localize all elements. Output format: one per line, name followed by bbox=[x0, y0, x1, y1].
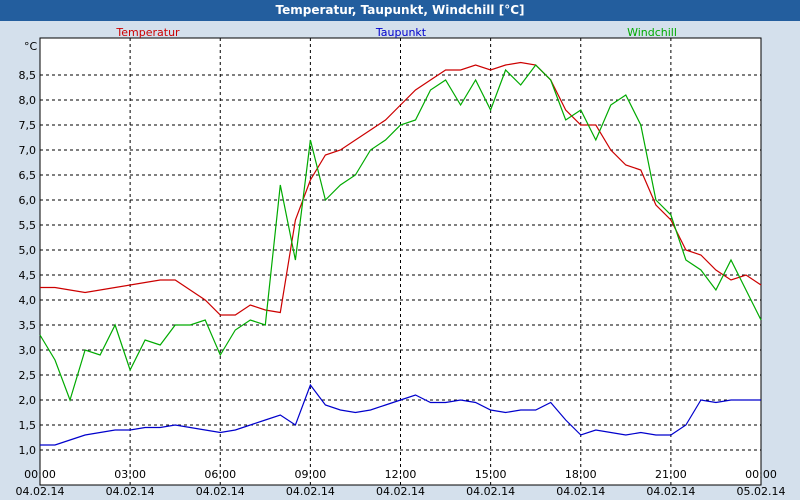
grid bbox=[40, 38, 761, 485]
legend-entry-windchill: Windchill bbox=[627, 26, 677, 39]
y-tick-label: 7,0 bbox=[19, 144, 37, 157]
x-tick-time: 09:00 bbox=[295, 468, 327, 481]
x-tick-time: 15:00 bbox=[475, 468, 507, 481]
y-axis-unit: °C bbox=[24, 40, 38, 53]
chart-title: Temperatur, Taupunkt, Windchill [°C] bbox=[0, 0, 800, 21]
legend-entry-temperatur: Temperatur bbox=[115, 26, 180, 39]
x-tick-time: 00:00 bbox=[24, 468, 56, 481]
y-tick-label: 1,5 bbox=[19, 419, 37, 432]
y-tick-label: 3,5 bbox=[19, 319, 37, 332]
y-tick-label: 7,5 bbox=[19, 119, 37, 132]
x-tick-time: 12:00 bbox=[385, 468, 417, 481]
y-axis: 1,0 1,5 2,0 2,5 3,0 3,5 4,0 4,5 5,0 5,5 6,0 6,5 7,0 7… bbox=[19, 69, 37, 457]
y-tick-label: 6,5 bbox=[19, 169, 37, 182]
series-line-windchill bbox=[39, 64, 762, 402]
x-tick-time: 03:00 bbox=[114, 468, 146, 481]
y-tick-label: 8,0 bbox=[19, 94, 37, 107]
x-tick-date: 04.02.14 bbox=[376, 485, 425, 498]
x-tick-date: 05.02.14 bbox=[737, 485, 786, 498]
y-tick-label: 8,5 bbox=[19, 69, 37, 82]
y-tick-label: 4,0 bbox=[19, 294, 37, 307]
y-tick-label: 4,5 bbox=[19, 269, 37, 282]
y-tick-label: 2,5 bbox=[19, 369, 37, 382]
x-tick-time: 00:00 bbox=[745, 468, 777, 481]
y-tick-label: 5,5 bbox=[19, 219, 37, 232]
y-tick-label: 1,0 bbox=[19, 444, 37, 457]
x-tick-time: 06:00 bbox=[204, 468, 236, 481]
y-tick-label: 2,0 bbox=[19, 394, 37, 407]
x-tick-date: 04.02.14 bbox=[16, 485, 65, 498]
x-tick-date: 04.02.14 bbox=[556, 485, 605, 498]
x-axis: 00:00 04.02.14 03:00 04.02.14 06:00 04.02.14 0… bbox=[16, 468, 786, 498]
x-tick-date: 04.02.14 bbox=[646, 485, 695, 498]
x-tick-date: 04.02.14 bbox=[466, 485, 515, 498]
x-tick-date: 04.02.14 bbox=[196, 485, 245, 498]
line-chart: 1,0 1,5 2,0 2,5 3,0 3,5 4,0 4,5 5,0 5,5 6,0 6,5 7,0 7… bbox=[16, 26, 786, 498]
x-tick-date: 04.02.14 bbox=[106, 485, 155, 498]
y-tick-label: 6,0 bbox=[19, 194, 37, 207]
y-tick-label: 5,0 bbox=[19, 244, 37, 257]
series-line-taupunkt bbox=[40, 383, 761, 446]
x-tick-time: 21:00 bbox=[655, 468, 687, 481]
x-tick-time: 18:00 bbox=[565, 468, 597, 481]
series-lines bbox=[39, 61, 762, 446]
series-line-temperatur bbox=[40, 61, 762, 316]
x-tick-date: 04.02.14 bbox=[286, 485, 335, 498]
legend-entry-taupunkt: Taupunkt bbox=[375, 26, 427, 39]
y-tick-label: 3,0 bbox=[19, 344, 37, 357]
